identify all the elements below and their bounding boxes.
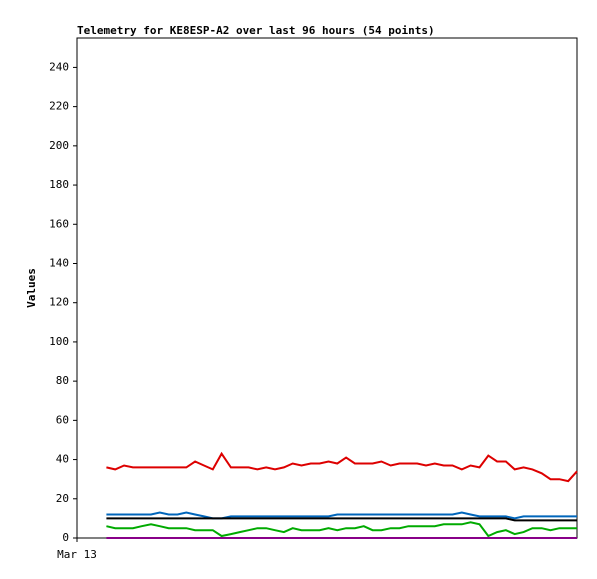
series-line [106, 451, 578, 483]
series-line [106, 517, 577, 522]
y-tick-label: 0 [62, 531, 69, 544]
y-tick-label: 100 [49, 335, 69, 348]
y-tick-label: 80 [56, 374, 69, 387]
y-tick-label: 40 [56, 453, 69, 466]
y-tick-label: 20 [56, 492, 69, 505]
y-tick-label: 180 [49, 178, 69, 191]
series-line [106, 511, 577, 520]
y-tick-label: 160 [49, 217, 69, 230]
y-tick-label: 220 [49, 100, 69, 113]
y-axis-label: Values [25, 268, 38, 308]
y-tick-label: 140 [49, 256, 69, 269]
series-line [106, 521, 577, 538]
y-tick-label: 200 [49, 139, 69, 152]
y-tick-label: 120 [49, 296, 69, 309]
chart-title: Telemetry for KE8ESP-A2 over last 96 hou… [77, 24, 435, 37]
x-tick-label: Mar 13 [57, 548, 97, 561]
y-tick-label: 60 [56, 413, 69, 426]
y-tick-label: 240 [49, 60, 69, 73]
